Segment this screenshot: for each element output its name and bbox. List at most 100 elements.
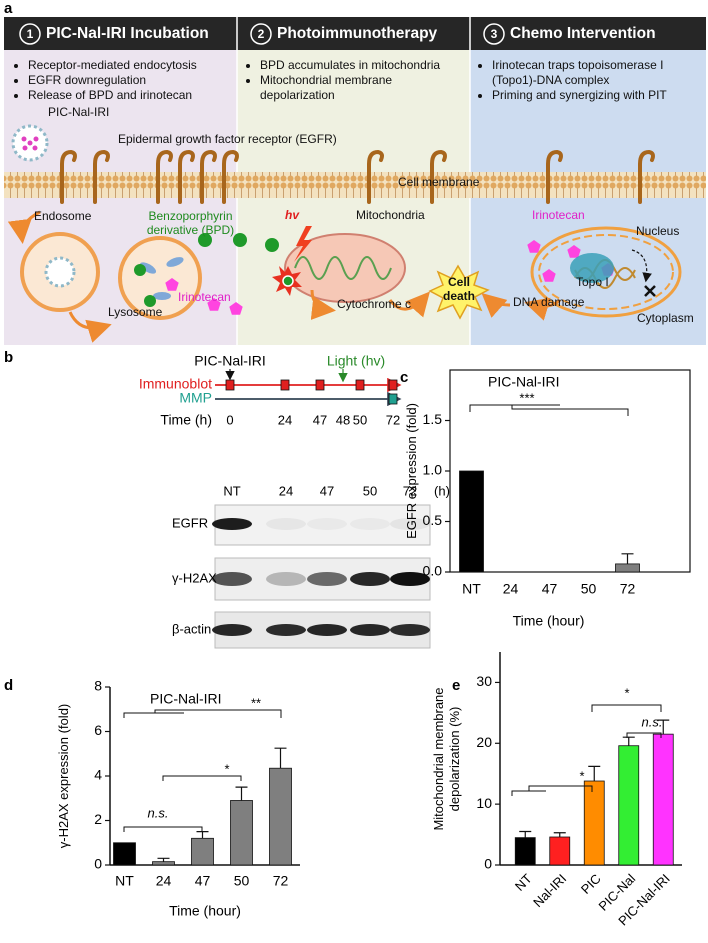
bpd-dots bbox=[134, 233, 279, 307]
header-bar bbox=[4, 17, 706, 50]
bullet: Priming and synergizing with PIT bbox=[492, 88, 704, 103]
significance-label: ** bbox=[251, 695, 261, 710]
bar bbox=[549, 836, 571, 866]
error-bar bbox=[235, 786, 248, 801]
bullet: BPD accumulates in mitochondria bbox=[260, 58, 460, 73]
lane-unit: (h) bbox=[434, 483, 450, 498]
significance-bracket bbox=[162, 775, 242, 781]
significance-bracket bbox=[511, 785, 593, 796]
diagram-label: Mitochondria bbox=[356, 208, 425, 222]
diagram-label: PIC-Nal-IRI bbox=[48, 105, 110, 119]
step-circle bbox=[483, 23, 505, 45]
diagram-label: DNA damage bbox=[513, 295, 585, 309]
y-tick-label: 0.5 bbox=[423, 512, 443, 528]
band bbox=[307, 518, 347, 530]
nucleus-inner bbox=[538, 234, 674, 310]
significance-label: *** bbox=[519, 390, 534, 405]
error-bar bbox=[622, 736, 635, 746]
time-label: Time (h) bbox=[160, 412, 212, 428]
bar bbox=[618, 745, 640, 866]
y-axis-label: Mitochondrial membrane depolarization (%… bbox=[431, 686, 462, 831]
x-tick-label: Nal-IRI bbox=[530, 871, 569, 910]
band bbox=[390, 572, 430, 586]
step-number: 1 bbox=[27, 27, 34, 41]
band bbox=[390, 518, 430, 530]
significance-label: * bbox=[579, 768, 584, 783]
track-label: MMP bbox=[179, 390, 212, 406]
band bbox=[350, 572, 390, 586]
panel-label: d bbox=[4, 677, 13, 694]
panel-label: b bbox=[4, 349, 13, 366]
band bbox=[307, 572, 347, 586]
step-circle bbox=[250, 23, 272, 45]
diagram-label: Cytoplasm bbox=[637, 311, 694, 325]
significance-label: n.s. bbox=[642, 714, 663, 729]
band bbox=[350, 624, 390, 636]
chart-title: PIC-Nal-IRI bbox=[488, 374, 560, 390]
x-tick-label: NT bbox=[512, 871, 535, 894]
diagram-label: Cytochrome c bbox=[337, 297, 412, 311]
band bbox=[266, 518, 306, 530]
bullet: Receptor-mediated endocytosis bbox=[28, 58, 240, 73]
band bbox=[212, 518, 252, 530]
cell-death-burst bbox=[428, 264, 490, 320]
section-title: Photoimmunotherapy bbox=[277, 25, 438, 42]
bullet: Release of BPD and irinotecan bbox=[28, 88, 240, 103]
band bbox=[350, 518, 390, 530]
x-axis-label: Time (hour) bbox=[169, 903, 241, 919]
time-tick: 50 bbox=[353, 412, 367, 427]
step-circle bbox=[19, 23, 41, 45]
time-tick: 0 bbox=[226, 412, 233, 427]
bullet-list: BPD accumulates in mitochondriaMitochond… bbox=[244, 58, 460, 103]
nanoparticle bbox=[11, 124, 49, 162]
x-tick-label: 50 bbox=[234, 873, 250, 889]
light-label: Light (hv) bbox=[327, 353, 385, 369]
bar bbox=[615, 563, 640, 573]
y-tick-label: 1.0 bbox=[423, 462, 443, 478]
band bbox=[266, 624, 306, 636]
cell-membrane bbox=[4, 172, 706, 198]
significance-bracket bbox=[469, 404, 629, 416]
bar bbox=[269, 767, 292, 866]
section-title: Chemo Intervention bbox=[510, 25, 656, 42]
y-tick-label: 20 bbox=[476, 734, 492, 750]
blot-row-label: γ-H2AX bbox=[172, 570, 217, 585]
y-tick-label: 0.0 bbox=[423, 563, 443, 579]
bar bbox=[459, 470, 484, 573]
diagram-label: Irinotecan bbox=[178, 290, 231, 304]
chart-title: PIC-Nal-IRI bbox=[150, 691, 222, 707]
topo-enzyme bbox=[570, 253, 614, 283]
nanoparticle bbox=[44, 256, 76, 288]
band bbox=[390, 624, 430, 636]
band bbox=[266, 572, 306, 586]
process-arrows bbox=[7, 210, 562, 343]
time-tick: 48 bbox=[336, 412, 350, 427]
blot-bands bbox=[212, 518, 430, 636]
diagram-label: Topo I bbox=[576, 275, 609, 289]
blot-row-label: β-actin bbox=[172, 621, 211, 636]
bpd-dot bbox=[282, 275, 294, 287]
x-axis-label: Time (hour) bbox=[513, 613, 585, 629]
bar bbox=[583, 780, 605, 866]
x-tick-label: NT bbox=[462, 581, 481, 597]
lane-label: NT bbox=[223, 483, 240, 498]
bar bbox=[514, 837, 536, 866]
y-tick-label: 0 bbox=[484, 856, 492, 872]
panel-label: c bbox=[400, 369, 408, 386]
error-bar bbox=[519, 830, 532, 838]
lane-label: 47 bbox=[320, 483, 334, 498]
mmp-mark bbox=[388, 393, 398, 405]
diagram-label: Epidermal growth factor receptor (EGFR) bbox=[118, 132, 337, 146]
x-tick-label: PIC bbox=[578, 871, 604, 897]
bullet-list: Receptor-mediated endocytosisEGFR downre… bbox=[12, 58, 240, 103]
y-axis-label: EGFR expression (fold) bbox=[404, 403, 419, 539]
x-tick-label: 24 bbox=[503, 581, 519, 597]
significance-label: * bbox=[224, 761, 229, 776]
block-mark bbox=[644, 285, 656, 297]
error-bar bbox=[274, 747, 287, 769]
bar bbox=[230, 800, 253, 866]
x-tick-label: 72 bbox=[620, 581, 636, 597]
significance-bracket bbox=[123, 826, 203, 832]
